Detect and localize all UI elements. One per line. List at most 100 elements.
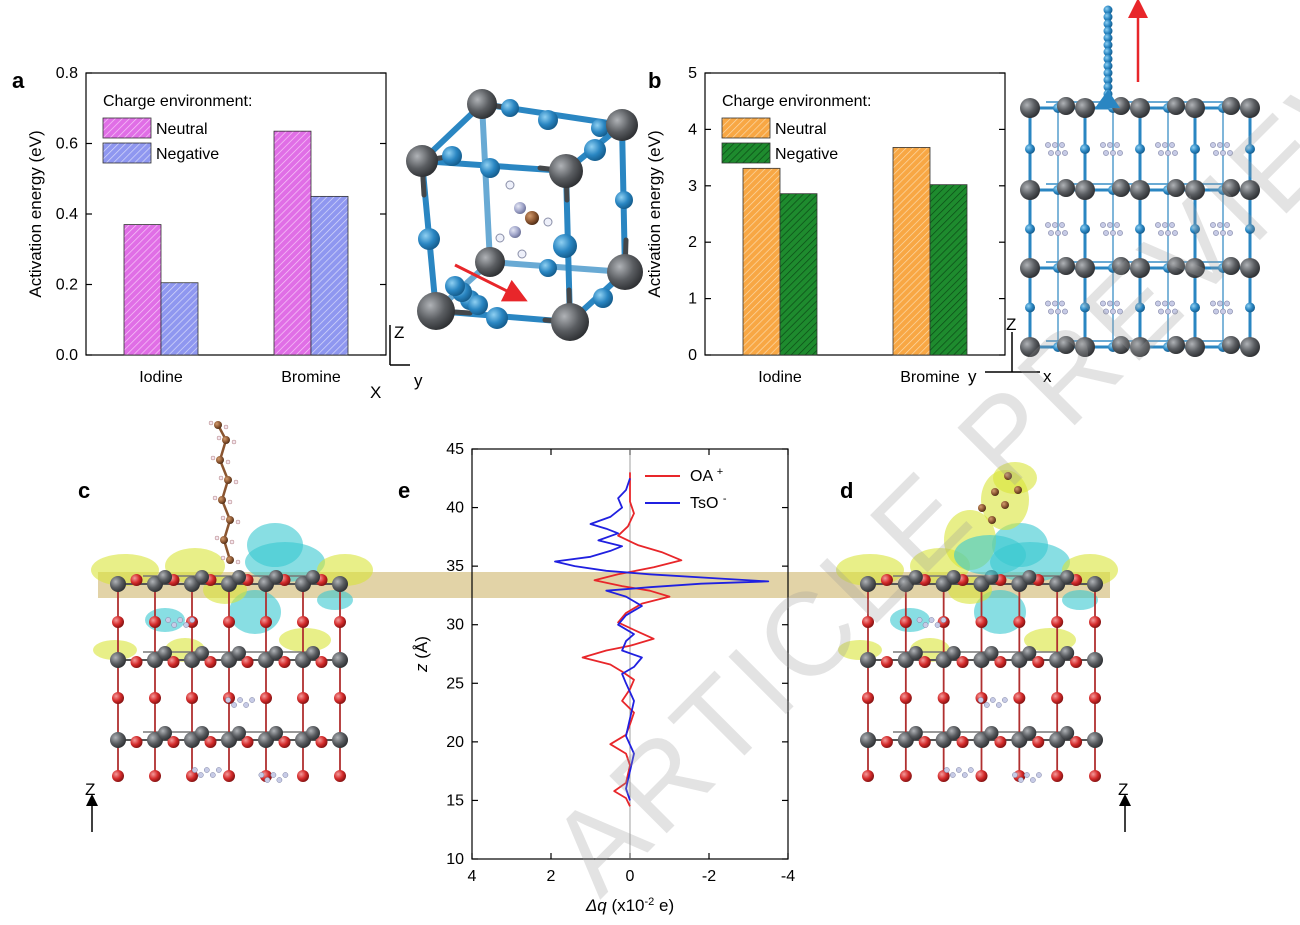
migrating-halide [1103,61,1113,71]
organic-atom [1227,150,1233,156]
pb-atom [195,570,209,584]
y-tick-label: 0.4 [56,206,78,223]
pb-atom [1130,258,1150,278]
oxygen-atom [278,656,291,668]
migrating-halide [1103,33,1113,43]
organic-atom [978,697,984,703]
carbon-atom [214,421,222,429]
bar-negative-iodine [160,282,199,356]
organic-atom [1172,150,1178,156]
oxygen-atom [899,770,912,782]
organic-atom [1162,300,1168,307]
pb-atom [1222,179,1240,197]
carbon-atom [224,476,232,484]
halide-atom [1025,302,1035,313]
legend-label-oa: OA + [690,466,723,485]
pb-atom [1185,180,1205,200]
migrating-halide [1103,82,1113,92]
carbon-atom [991,488,999,496]
pb-atom [1130,98,1150,118]
pb-atom [306,570,320,584]
organic-atom [916,617,923,623]
organic-atom [209,772,216,778]
oxygen-atom [862,616,874,628]
organic-atom [237,697,243,703]
organic-atom [171,622,178,628]
legend-title: Charge environment: [722,93,871,110]
organic-atom [955,767,962,773]
halide-atom [1245,144,1255,154]
pb-atom [158,726,172,740]
organic-atom [165,617,172,623]
organic-atom [1045,300,1051,307]
organic-atom [1052,142,1058,148]
pb-atom [1130,337,1150,357]
oxygen-atom [112,770,124,782]
x-tick-label: -2 [702,868,716,885]
pb-atom [1167,179,1185,197]
organic-atom [1100,222,1106,228]
oxygen-atom [112,692,124,704]
svg-text:x: x [1043,367,1052,386]
legend-label-neutral: Neutral [156,121,208,138]
isosurface [993,462,1037,494]
oxygen-atom [167,656,180,668]
halide-atom [1080,302,1090,313]
pb-atom [1057,179,1075,197]
oxygen-atom [204,736,217,748]
halide-atom [1190,224,1200,234]
oxygen-atom [149,692,161,704]
hydrogen-atom [212,495,218,501]
panel-label-a: a [12,68,25,93]
pb-atom [1112,336,1130,354]
perovskite-unit-cell-illustration [406,89,643,341]
pb-atom [269,646,283,660]
organic-atom [984,702,990,708]
bar-negative-bromine [929,184,968,356]
organic-atom [225,697,231,703]
oxygen-atom [862,692,874,704]
oxygen-atom [186,770,198,782]
organic-atom [1048,308,1054,315]
hydrogen-atom [225,459,231,465]
svg-text:X: X [370,383,381,402]
organic-atom [1220,308,1226,315]
organic-atom [243,702,249,708]
organic-atom [1059,300,1065,307]
pb-atom [232,646,246,660]
hydrogen-atom [220,555,226,561]
pb-atom [1185,337,1205,357]
oxygen-atom [1089,616,1101,628]
organic-atom [1155,300,1161,307]
x-tick-label: 0 [626,868,635,885]
category-label: Iodine [758,369,802,386]
pb-atom [110,732,126,748]
organic-atom [1114,142,1120,148]
oxygen-atom [1089,770,1101,782]
oxygen-atom [204,656,217,668]
halide-atom [1245,302,1255,313]
legend-title: Charge environment: [103,93,252,110]
oxygen-atom [260,616,272,628]
organic-atom [1158,230,1164,236]
migrating-halide [1103,19,1113,29]
organic-atom [1110,150,1116,156]
bar-chart-a: 0.0 0.2 0.4 0.6 0.8 Iodine Bromine Activation e… [26,65,387,386]
organic-atom [1036,772,1042,778]
panel-label-b: b [648,68,661,93]
bar-negative-iodine [779,193,818,356]
y-tick-label: 5 [688,65,697,82]
organic-atom [1100,142,1106,148]
oxygen-atom [862,770,874,782]
organic-atom [1055,150,1061,156]
y-tick-label: 4 [688,121,697,138]
oxygen-atom [1089,692,1101,704]
y-tick-label: 30 [446,617,464,634]
organic-atom [1227,230,1233,236]
hydrogen-atom [216,435,222,441]
pb-atom [332,652,348,668]
halide-cluster [1095,90,1120,108]
isosurface [247,523,303,567]
axes-indicator-a: Z X y [370,323,423,402]
organic-atom [1048,230,1054,236]
